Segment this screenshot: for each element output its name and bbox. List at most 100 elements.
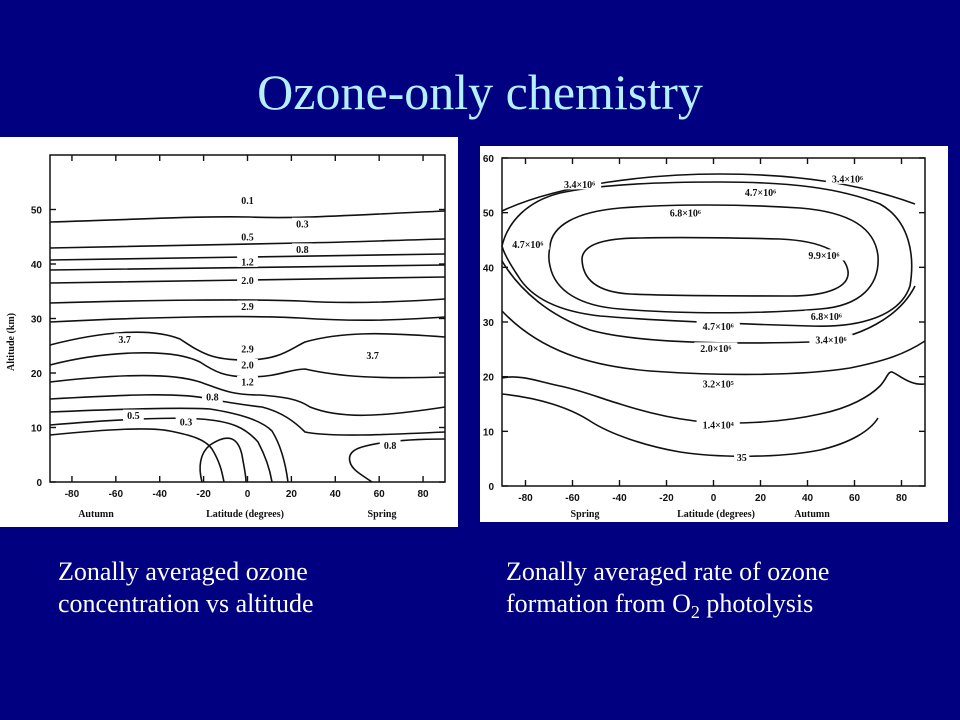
contour-9-9e6 (581, 236, 849, 297)
chart0-contour-label: 1.2 (241, 257, 254, 268)
chart0-ytick-label: 0 (36, 478, 42, 489)
chart0-xtick-label: 40 (330, 489, 342, 500)
right-season-left: Spring (571, 509, 600, 520)
chart0-contour-label-bg (122, 409, 144, 421)
left-ylabel: Altitude (km) (6, 313, 17, 371)
contour-0-3 (49, 238, 446, 249)
chart1-xtick-label: -60 (565, 493, 580, 504)
chart1-contour-label-bg (809, 334, 853, 346)
chart0-contour-label: 2.9 (241, 345, 254, 356)
chart1-ytick-label: 50 (483, 209, 495, 220)
chart0-contour-label-bg (201, 391, 223, 403)
left-contour-lines (49, 210, 446, 483)
chart1-contour-label-bg (734, 451, 750, 463)
ozone-formation-figure: Latitude (degrees) Spring Autumn -80 -60 -… (480, 146, 948, 522)
ozone-formation-chart: Latitude (degrees) Spring Autumn -80 -60 -… (483, 154, 926, 520)
caption-left: Zonally averaged ozone concentration vs … (58, 556, 314, 620)
contour-4-7e6 (501, 181, 913, 328)
chart1-contour-label-bg (694, 342, 738, 354)
chart1-contour-label: 3.2×10⁵ (703, 379, 734, 390)
chart1-contour-label: 9.9×10⁶ (808, 251, 839, 262)
contour-0-8-right (348, 438, 446, 483)
ozone-concentration-figure: Altitude (km) Latitude (degrees) Autumn … (0, 137, 458, 527)
chart0-contour-label-bg (291, 243, 313, 255)
chart0-contour-label: 0.8 (384, 441, 397, 452)
chart0-contour-label-bg (175, 416, 197, 428)
contour-0-3-lower (49, 428, 225, 483)
contour-1-2 (49, 276, 446, 284)
contour-2-0e6 (501, 260, 916, 344)
chart1-contour-label: 3.4×10⁶ (564, 180, 595, 191)
chart1-ytick-label: 10 (483, 427, 495, 438)
contour-3-4e6 (501, 173, 916, 212)
chart0-xtick-label: 0 (245, 489, 251, 500)
contour-35 (501, 393, 879, 458)
chart0-contour-label-bg (237, 375, 258, 387)
left-xlabel: Latitude (degrees) (206, 509, 284, 520)
chart0-xtick-label: -40 (152, 489, 167, 500)
chart1-xtick-label: 40 (802, 493, 814, 504)
chart1-contour-label: 2.0×10⁶ (700, 344, 731, 355)
chart1-contour-label-bg (825, 172, 870, 184)
contour-0-8-lower (49, 407, 289, 483)
chart0-ytick-label: 10 (31, 424, 43, 435)
contour-0-3-core (199, 437, 247, 483)
chart0-ytick-label: 30 (31, 315, 43, 326)
chart1-contour-label-bg (696, 377, 740, 389)
caption-right: Zonally averaged rate of ozone formation… (506, 556, 829, 628)
chart1-contour-label: 3.4×10⁶ (832, 174, 863, 185)
right-xlabel: Latitude (degrees) (677, 509, 755, 520)
chart0-contour-label: 0.5 (127, 411, 140, 422)
chart0-xtick-label: 20 (286, 489, 298, 500)
chart1-xtick-label: 80 (896, 493, 908, 504)
chart0-ytick-label: 20 (31, 369, 43, 380)
chart0-contour-label-bg (379, 439, 401, 451)
chart1-xtick-label: 0 (711, 493, 717, 504)
chart0-contour-label: 0.8 (296, 245, 309, 256)
chart0-contour-label: 0.1 (241, 196, 254, 207)
chart1-contour-label: 4.7×10⁶ (703, 322, 734, 333)
slide-title: Ozone-only chemistry (257, 64, 703, 120)
chart0-contour-label-bg (291, 217, 313, 229)
right-season-right: Autumn (794, 509, 830, 520)
contour-2-0-lower (49, 374, 446, 417)
ozone-concentration-chart: Altitude (km) Latitude (degrees) Autumn … (6, 154, 446, 520)
chart0-contour-label: 2.9 (241, 302, 254, 313)
caption-left-line2: concentration vs altitude (58, 589, 314, 618)
chart1-contour-label-bg (804, 310, 848, 322)
chart1-contour-label: 4.7×10⁶ (745, 188, 776, 199)
chart1-xtick-label: 60 (849, 493, 861, 504)
chart0-contour-label-bg (237, 300, 258, 312)
caption-right-line2-sub: 2 (690, 602, 700, 623)
chart1-contour-label-bg (738, 186, 783, 198)
chart0-contour-label-bg (237, 230, 258, 242)
contour-0-1 (49, 210, 446, 223)
right-contour-lines (501, 173, 926, 458)
chart1-contour-label-bg (696, 320, 740, 332)
chart1-contour-label: 6.8×10⁶ (811, 312, 842, 323)
contour-6-8e6 (548, 204, 879, 314)
chart1-ytick-label: 60 (483, 154, 495, 165)
chart1-contour-label-bg (696, 418, 740, 430)
chart0-contour-label-bg (237, 194, 258, 206)
caption-right-line2-pre: formation from O (506, 589, 691, 618)
chart0-ytick-label: 50 (31, 206, 43, 217)
chart0-xtick-label: 60 (374, 489, 386, 500)
chart0-xtick-label: -20 (196, 489, 211, 500)
chart0-contour-label-bg (114, 333, 136, 345)
chart0-contour-label: 0.8 (206, 393, 219, 404)
caption-left-line1: Zonally averaged ozone (58, 557, 308, 586)
chart1-ytick-label: 30 (483, 318, 495, 329)
contour-1-2-lower (49, 394, 446, 436)
chart1-contour-label-bg (557, 178, 602, 190)
chart1-xtick-label: 20 (755, 493, 767, 504)
contour-1-4e4 (501, 371, 926, 424)
chart0-contour-label: 3.7 (118, 335, 131, 346)
chart0-xtick-label: -60 (109, 489, 124, 500)
caption-right-line1: Zonally averaged rate of ozone (506, 557, 830, 586)
chart1-xtick-label: -40 (612, 493, 627, 504)
contour-3-2e5 (501, 310, 926, 376)
chart1-contour-label: 6.8×10⁶ (670, 208, 701, 219)
chart1-ytick-label: 0 (488, 482, 494, 493)
chart0-contour-label: 0.3 (296, 219, 309, 230)
